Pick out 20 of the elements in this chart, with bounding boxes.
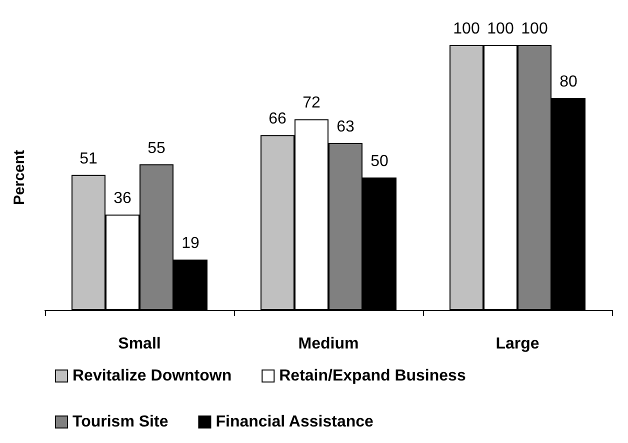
data-label: 36 bbox=[114, 190, 132, 208]
data-label: 72 bbox=[302, 94, 320, 112]
legend-label: Revitalize Downtown bbox=[72, 368, 232, 384]
legend-label: Retain/Expand Business bbox=[279, 368, 466, 384]
data-label: 51 bbox=[80, 150, 98, 168]
data-label: 50 bbox=[370, 153, 388, 170]
x-tick-label: Medium bbox=[298, 336, 359, 352]
legend-label: Financial Assistance bbox=[216, 414, 374, 430]
data-label: 55 bbox=[148, 140, 166, 157]
data-label: 100 bbox=[453, 20, 480, 38]
x-tick-label: Small bbox=[118, 336, 161, 352]
data-label: 100 bbox=[487, 20, 514, 38]
legend-label: Tourism Site bbox=[72, 414, 168, 430]
data-label: 80 bbox=[560, 74, 578, 90]
data-label: 66 bbox=[268, 110, 286, 128]
data-label: 19 bbox=[182, 235, 200, 252]
data-label: 100 bbox=[521, 20, 548, 38]
y-axis-title: Percent bbox=[11, 150, 28, 206]
data-label: 63 bbox=[336, 118, 354, 136]
x-tick-label: Large bbox=[496, 336, 540, 352]
